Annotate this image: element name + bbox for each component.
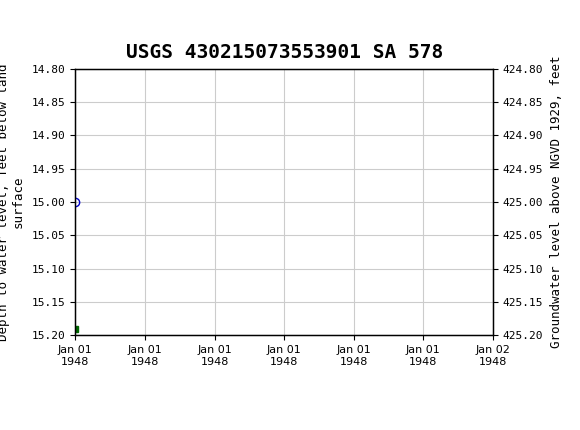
Y-axis label: Groundwater level above NGVD 1929, feet: Groundwater level above NGVD 1929, feet xyxy=(550,56,563,348)
Legend: Period of approved data: Period of approved data xyxy=(186,426,382,430)
Y-axis label: Depth to water level, feet below land
surface: Depth to water level, feet below land su… xyxy=(0,63,25,341)
Title: USGS 430215073553901 SA 578: USGS 430215073553901 SA 578 xyxy=(126,43,443,61)
Text: ≡USGS: ≡USGS xyxy=(12,10,88,29)
